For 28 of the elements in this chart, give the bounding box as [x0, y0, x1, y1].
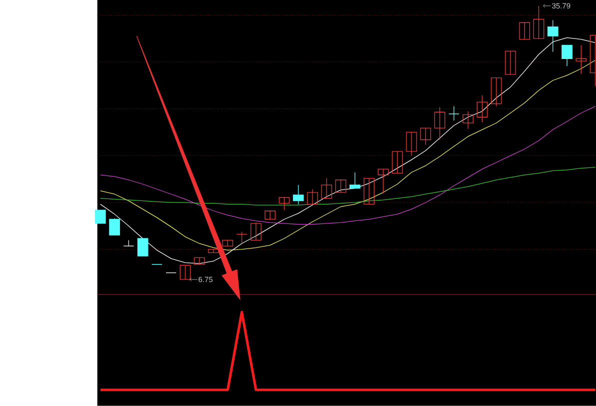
- candlestick: [406, 132, 417, 156]
- candlestick: [94, 210, 106, 224]
- candlestick: [448, 106, 460, 121]
- candlestick: [321, 178, 332, 199]
- candlestick: [292, 184, 304, 205]
- candlestick: [420, 128, 432, 146]
- candlestick: [547, 20, 558, 52]
- candlestick: [364, 178, 374, 205]
- candlestick: [349, 172, 360, 189]
- candlestick: [519, 22, 530, 40]
- candlestick: [264, 210, 276, 220]
- candlestick: [278, 197, 290, 210]
- candlestick: [109, 218, 120, 236]
- candlestick: [137, 238, 148, 256]
- candlestick: [250, 222, 262, 241]
- candlestick: [392, 151, 403, 174]
- candlestick: [462, 111, 474, 130]
- candlestick: [378, 168, 389, 194]
- candlestick: [335, 180, 346, 193]
- candlestick: [505, 50, 516, 75]
- candlestick: [490, 78, 502, 107]
- candlestick: [236, 232, 248, 244]
- candlestick: [562, 44, 572, 67]
- candlestick: [476, 95, 488, 123]
- candlestick: [208, 249, 219, 254]
- candlestick: [434, 106, 446, 140]
- candlestick: [576, 44, 587, 74]
- candlestick: [307, 188, 318, 205]
